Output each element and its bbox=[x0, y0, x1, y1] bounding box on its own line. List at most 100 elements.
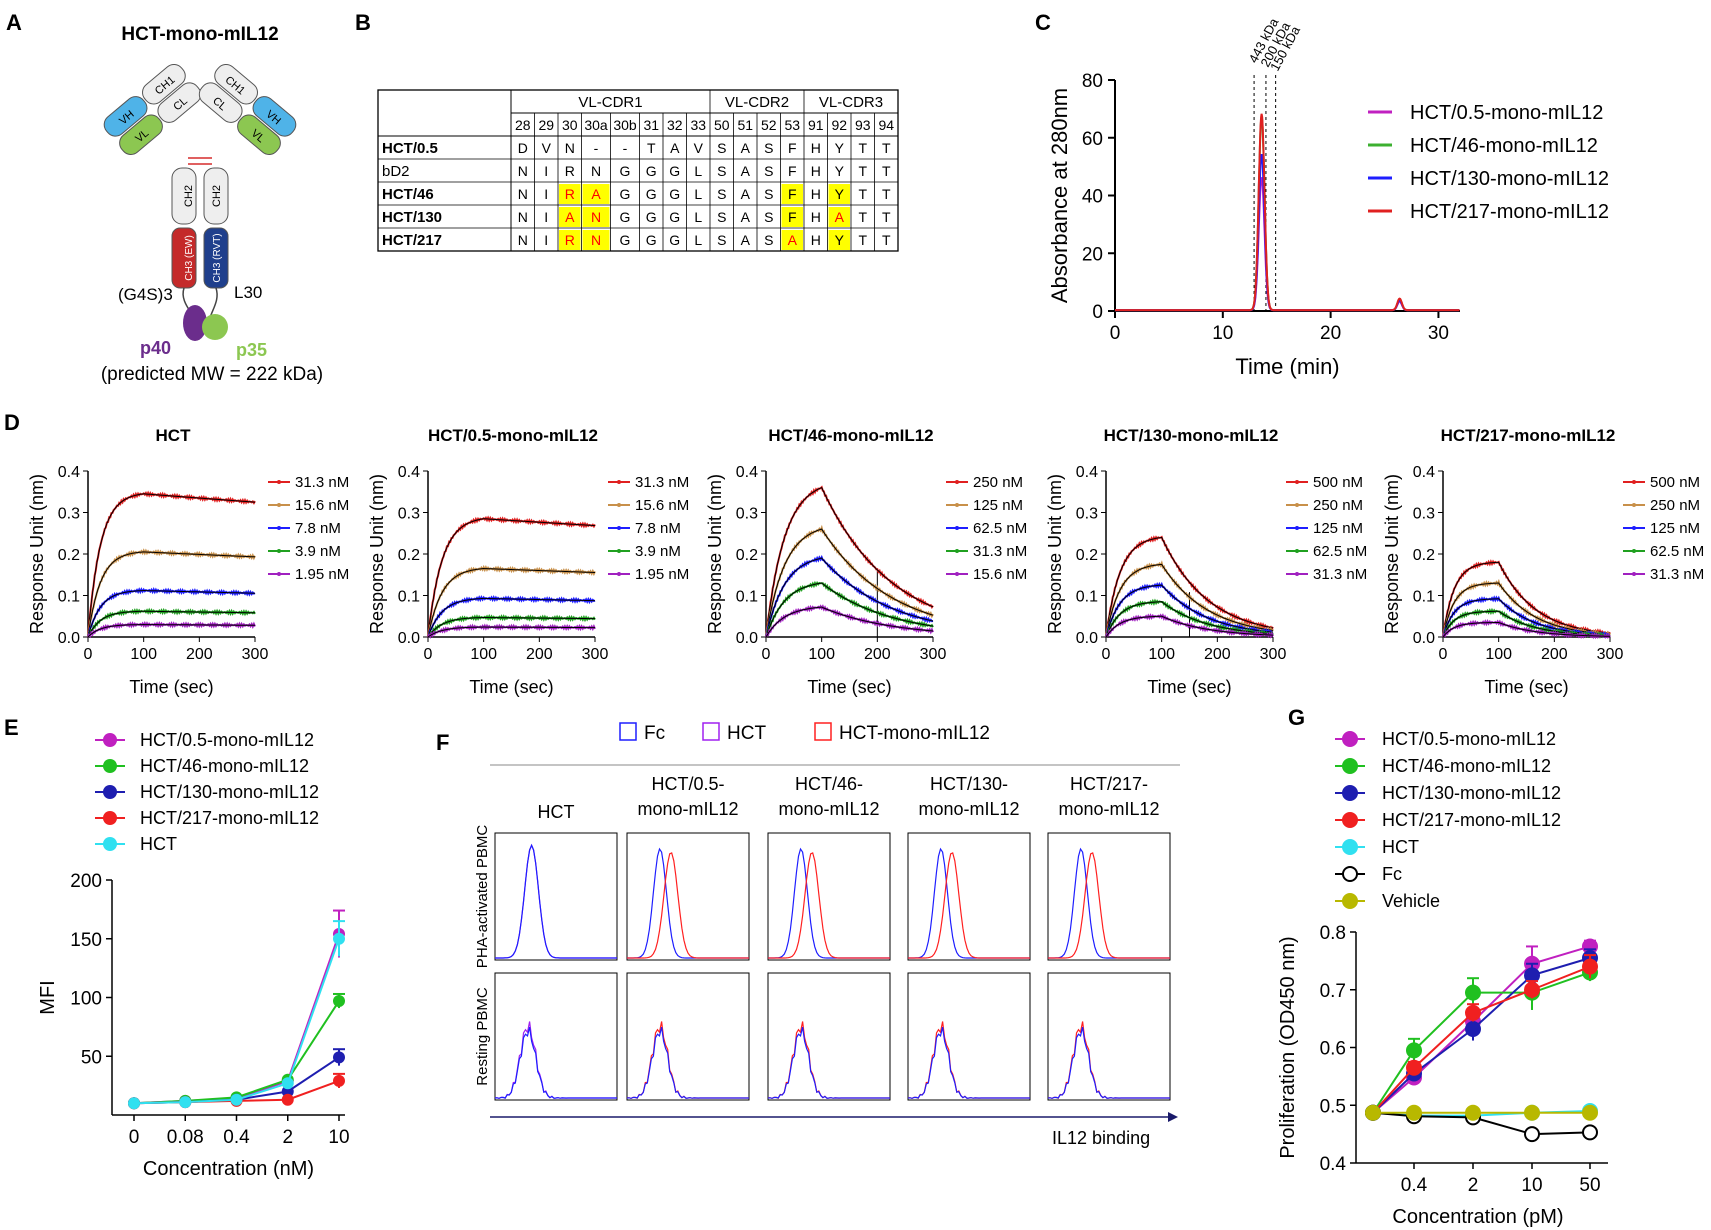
position-number: 30b bbox=[613, 117, 637, 133]
data-point bbox=[281, 1077, 294, 1090]
row-name: HCT/130 bbox=[382, 209, 442, 226]
data-point bbox=[1465, 1004, 1481, 1021]
legend-dot bbox=[955, 526, 959, 530]
x-axis-title: Time (sec) bbox=[469, 677, 553, 697]
binding-trace bbox=[765, 524, 934, 637]
legend-dot bbox=[277, 480, 281, 484]
histogram-box bbox=[907, 832, 1031, 961]
p40-subunit bbox=[183, 305, 207, 341]
residue: Y bbox=[835, 186, 845, 202]
residue: H bbox=[811, 163, 821, 179]
y-tick-label: 0 bbox=[1092, 302, 1103, 323]
position-number: 29 bbox=[538, 117, 554, 133]
position-number: 94 bbox=[878, 117, 894, 133]
fit-curve bbox=[1105, 584, 1274, 638]
legend-label: 125 nM bbox=[973, 497, 1023, 514]
panel-label-e: E bbox=[4, 715, 19, 740]
residue: G bbox=[620, 163, 631, 179]
residue: V bbox=[694, 140, 704, 156]
histogram-box bbox=[1047, 832, 1171, 961]
legend-label: HCT/217-mono-mIL12 bbox=[1410, 201, 1609, 223]
legend-marker bbox=[103, 811, 117, 825]
y-tick-label: 0.1 bbox=[1413, 589, 1435, 606]
y-axis-title: Response Unit (nm) bbox=[1382, 474, 1402, 634]
x-tick-label: 100 bbox=[1485, 646, 1512, 663]
antibody-title: HCT-mono-mIL12 bbox=[121, 24, 278, 45]
residue: A bbox=[835, 209, 845, 225]
x-tick-label: 0 bbox=[424, 646, 433, 663]
histogram-trace bbox=[1047, 1026, 1170, 1099]
residue: F bbox=[788, 209, 797, 225]
legend-label: HCT/130-mono-mIL12 bbox=[1382, 783, 1561, 803]
panel-label-f: F bbox=[436, 730, 449, 755]
linker-right-label: L30 bbox=[234, 283, 262, 302]
position-number: 52 bbox=[761, 117, 777, 133]
ch2-domain-right bbox=[203, 167, 229, 225]
legend-dot bbox=[955, 480, 959, 484]
column-header: HCT/0.5- bbox=[651, 774, 724, 794]
y-tick-label: 0.0 bbox=[1076, 630, 1098, 647]
residue: T bbox=[882, 140, 891, 156]
histogram-box bbox=[767, 832, 891, 961]
row-name: HCT/217 bbox=[382, 232, 442, 249]
y-axis-title: Response Unit (nm) bbox=[27, 474, 47, 634]
chart-title: HCT/46-mono-mIL12 bbox=[768, 426, 933, 445]
x-tick-label: 100 bbox=[1148, 646, 1175, 663]
x-tick-label: 200 bbox=[526, 646, 553, 663]
position-number: 53 bbox=[784, 117, 800, 133]
panel-d: D HCT 0.0 0.1 0.2 0.3 0.4 0 100 200 300 Time (sec)… bbox=[4, 410, 1704, 697]
fit-curve bbox=[1105, 615, 1273, 638]
legend-dot bbox=[1632, 549, 1636, 553]
histogram-trace bbox=[1048, 852, 1170, 959]
y-axis-title: Absorbance at 280nm bbox=[1047, 88, 1072, 303]
legend-label: HCT/217-mono-mIL12 bbox=[1382, 810, 1561, 830]
x-axis-title: Time (min) bbox=[1235, 354, 1339, 379]
legend-dot bbox=[1295, 480, 1299, 484]
residue: N bbox=[591, 232, 601, 248]
x-tick-label: 0 bbox=[1110, 323, 1121, 344]
linker-right bbox=[209, 287, 218, 319]
binding-trace bbox=[765, 554, 934, 637]
x-tick-label: 0 bbox=[1439, 646, 1448, 663]
residue: A bbox=[741, 163, 751, 179]
residue: I bbox=[544, 209, 548, 225]
y-tick-label: 0.2 bbox=[736, 547, 758, 564]
legend-marker bbox=[1342, 731, 1358, 747]
column-header: HCT/217- bbox=[1070, 774, 1148, 794]
y-tick-label: 0.7 bbox=[1320, 981, 1346, 1002]
series-line bbox=[1372, 971, 1591, 1114]
chart-title: HCT/0.5-mono-mIL12 bbox=[428, 426, 598, 445]
position-number: 50 bbox=[714, 117, 730, 133]
y-tick-label: 50 bbox=[81, 1047, 102, 1068]
column-header: HCT/130- bbox=[930, 774, 1008, 794]
histogram-trace bbox=[907, 1021, 1030, 1100]
vh-domain-left bbox=[103, 96, 148, 137]
data-point bbox=[281, 1093, 294, 1106]
legend-marker bbox=[103, 733, 117, 747]
legend-label: 500 nM bbox=[1650, 474, 1700, 491]
flow-histograms: Fc HCT HCT-mono-mIL12 HCT HCT/0.5- mono-mIL12… bbox=[474, 722, 1180, 1148]
x-tick-label: 200 bbox=[1541, 646, 1568, 663]
x-axis-title: Time (sec) bbox=[1484, 677, 1568, 697]
panel-label-c: C bbox=[1035, 10, 1051, 35]
y-tick-label: 80 bbox=[1082, 71, 1103, 92]
x-tick-label: 2 bbox=[282, 1127, 293, 1148]
fit-curve bbox=[427, 518, 596, 638]
residue: G bbox=[669, 232, 680, 248]
y-tick-label: 0.4 bbox=[58, 464, 80, 481]
legend-label: HCT/0.5-mono-mIL12 bbox=[1382, 729, 1556, 749]
legend-label: HCT/217-mono-mIL12 bbox=[140, 808, 319, 828]
panel-f: F Fc HCT HCT-mono-mIL12 HCT HCT/0.5- mono-mIL… bbox=[436, 722, 1180, 1148]
panel-label-a: A bbox=[6, 10, 22, 35]
panel-c: C 0 20 40 60 80 0 10 20 30 Time (min) Absorbance a… bbox=[1035, 10, 1609, 379]
fit-curve bbox=[1442, 561, 1611, 638]
legend-marker bbox=[103, 785, 117, 799]
x-axis-title: IL12 binding bbox=[1052, 1128, 1150, 1148]
panel-label-b: B bbox=[355, 10, 371, 35]
residue: R bbox=[565, 232, 575, 248]
x-tick-label: 30 bbox=[1428, 323, 1449, 344]
legend-dot bbox=[1632, 526, 1636, 530]
x-axis-title: Concentration (nM) bbox=[143, 1158, 314, 1180]
row-label: Resting PBMC bbox=[474, 987, 491, 1086]
histogram-trace bbox=[626, 1026, 749, 1099]
